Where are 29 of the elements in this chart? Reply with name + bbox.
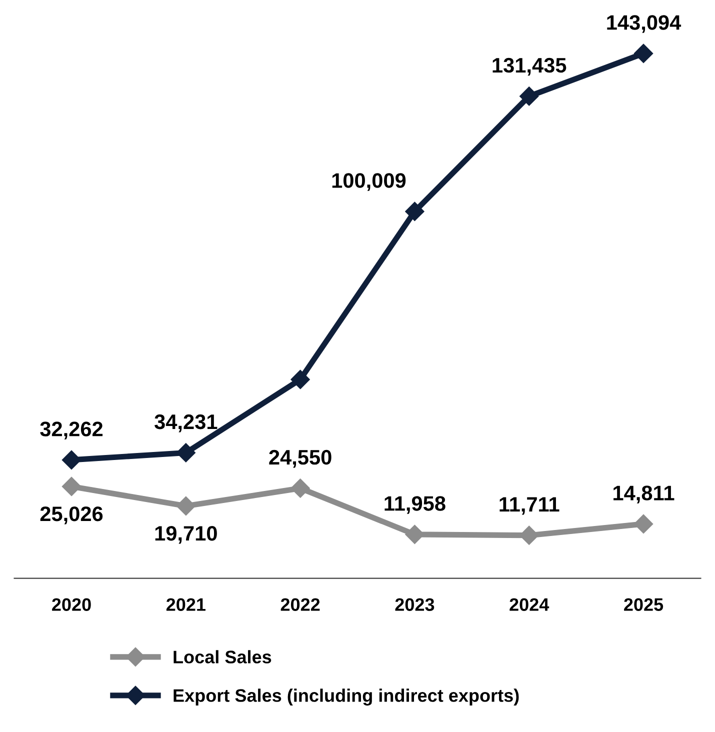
point xyxy=(62,450,82,470)
data-label: 100,009 xyxy=(332,173,406,191)
point xyxy=(290,370,310,390)
data-label: 11,711 xyxy=(500,497,560,515)
point xyxy=(634,44,654,63)
data-label: 19,710 xyxy=(155,526,217,544)
x-tick-label: 2024 xyxy=(510,598,550,611)
x-tick-label: 2020 xyxy=(52,598,91,611)
x-tick-label: 2025 xyxy=(624,598,664,611)
data-label: 14,811 xyxy=(614,486,674,504)
x-tick-label: 2021 xyxy=(166,598,206,611)
point xyxy=(634,514,654,534)
data-label: 131,435 xyxy=(492,58,566,76)
point xyxy=(520,86,539,106)
legend-label: Export Sales (including indirect exports) xyxy=(174,688,519,706)
data-label: 34,231 xyxy=(154,414,218,432)
data-label: 25,026 xyxy=(40,506,103,524)
data-label: 143,094 xyxy=(607,15,682,33)
data-label: 11,958 xyxy=(384,496,446,514)
x-tick-label: 2022 xyxy=(280,598,320,611)
x-tick-label: 2023 xyxy=(395,598,434,612)
legend-label: Local Sales xyxy=(174,650,272,664)
data-label: 24,550 xyxy=(269,450,332,468)
point xyxy=(176,443,196,462)
point xyxy=(62,476,82,496)
point xyxy=(405,202,424,222)
data-label: 32,262 xyxy=(40,422,103,440)
point xyxy=(290,478,310,498)
point xyxy=(176,496,196,516)
